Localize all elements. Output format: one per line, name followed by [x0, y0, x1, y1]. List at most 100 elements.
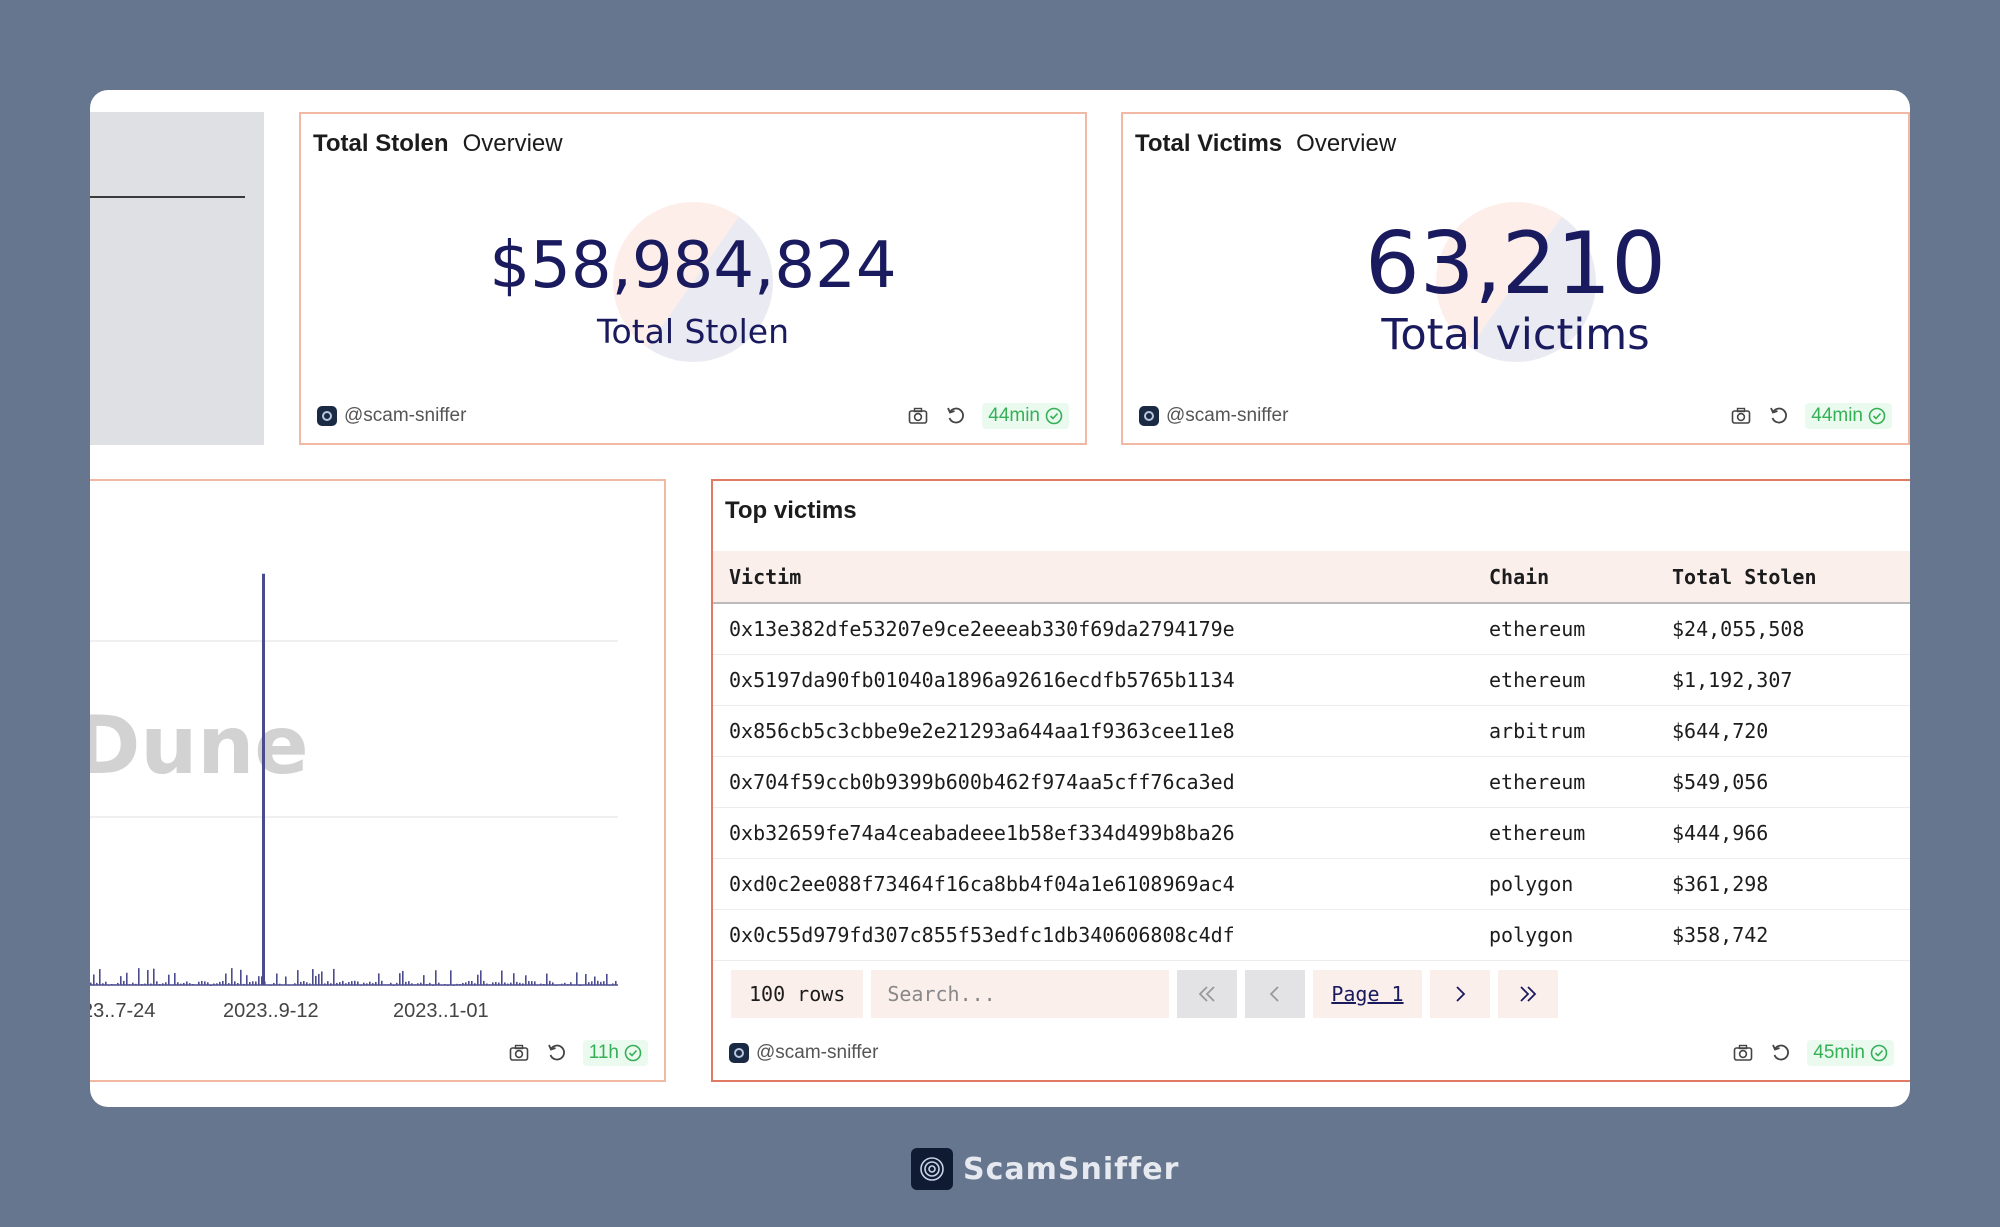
chart-bar[interactable] [345, 983, 347, 985]
chart-bar-spike[interactable] [262, 573, 265, 985]
chart-bar[interactable] [546, 973, 548, 985]
chart-bar[interactable] [393, 984, 395, 986]
chart-bar[interactable] [102, 983, 104, 985]
chart-bar[interactable] [288, 984, 290, 986]
chart-bar[interactable] [213, 983, 215, 985]
chart-bar[interactable] [438, 982, 440, 985]
chart-bar[interactable] [327, 981, 329, 985]
chart-bar[interactable] [216, 983, 218, 985]
chart-bar[interactable] [201, 980, 203, 985]
chart-bar[interactable] [375, 981, 377, 985]
camera-icon[interactable] [1731, 1041, 1755, 1065]
chart-bar[interactable] [447, 984, 449, 986]
chart-bar[interactable] [315, 975, 317, 985]
chart-bar[interactable] [318, 973, 320, 985]
chart-bar[interactable] [330, 983, 332, 985]
chart-bar[interactable] [183, 982, 185, 985]
chart-bar[interactable] [165, 982, 167, 985]
chart-bar[interactable] [453, 984, 455, 986]
chart-bar[interactable] [168, 974, 170, 985]
chart-bar[interactable] [381, 980, 383, 985]
chart-bar[interactable] [405, 981, 407, 985]
chart-bar[interactable] [324, 983, 326, 985]
current-page-link[interactable]: Page 1 [1313, 970, 1422, 1018]
chart-bar[interactable] [390, 982, 392, 985]
chart-bar[interactable] [498, 982, 500, 985]
chart-bar[interactable] [594, 976, 596, 985]
chart-bar[interactable] [231, 968, 233, 985]
chart-bar[interactable] [420, 982, 422, 985]
chart-bar[interactable] [147, 969, 149, 985]
chart-bar[interactable] [207, 982, 209, 985]
chart-bar[interactable] [378, 973, 380, 985]
chart-bar[interactable] [306, 982, 308, 985]
chart-bar[interactable] [162, 983, 164, 985]
chart-bar[interactable] [567, 984, 569, 986]
chart-bar[interactable] [588, 982, 590, 985]
chart-bar[interactable] [219, 981, 221, 985]
chart-bar[interactable] [195, 984, 197, 986]
chart-bar[interactable] [465, 982, 467, 985]
chart-bar[interactable] [537, 984, 539, 986]
chart-bar[interactable] [90, 982, 92, 985]
chart-bar[interactable] [444, 984, 446, 986]
chart-bar[interactable] [189, 983, 191, 985]
next-page-button[interactable] [1429, 970, 1490, 1018]
chart-bar[interactable] [462, 982, 464, 985]
chart-bar[interactable] [279, 983, 281, 985]
chart-bar[interactable] [585, 973, 587, 985]
refresh-icon[interactable] [944, 404, 968, 428]
chart-bar[interactable] [138, 968, 140, 985]
chart-bar[interactable] [387, 984, 389, 986]
chart-bar[interactable] [564, 982, 566, 985]
chart-bar[interactable] [204, 981, 206, 985]
chart-bar[interactable] [582, 984, 584, 986]
chart-bar[interactable] [468, 980, 470, 985]
refresh-icon[interactable] [1769, 1041, 1793, 1065]
chart-bar[interactable] [528, 981, 530, 985]
chart-bar[interactable] [459, 984, 461, 986]
chart-bar[interactable] [339, 982, 341, 985]
camera-icon[interactable] [507, 1041, 531, 1065]
camera-icon[interactable] [906, 404, 930, 428]
chart-bar[interactable] [336, 982, 338, 985]
chart-bar[interactable] [105, 981, 107, 985]
chart-bar[interactable] [495, 981, 497, 985]
chart-bar[interactable] [471, 980, 473, 985]
chart-bar[interactable] [117, 982, 119, 985]
chart-bar[interactable] [402, 970, 404, 985]
chart-bar[interactable] [252, 981, 254, 985]
chart-bar[interactable] [276, 973, 278, 985]
chart-bar[interactable] [549, 980, 551, 985]
owner-link[interactable]: @scam-sniffer [729, 1042, 878, 1064]
chart-bar[interactable] [570, 982, 572, 985]
chart-bar[interactable] [171, 984, 173, 986]
chart-bar[interactable] [351, 981, 353, 985]
chart-bar[interactable] [522, 983, 524, 985]
chart-bar[interactable] [441, 984, 443, 986]
chart-bar[interactable] [294, 983, 296, 985]
chart-bar[interactable] [99, 969, 101, 985]
chart-bar[interactable] [411, 983, 413, 985]
chart-bar[interactable] [552, 982, 554, 985]
chart-bar[interactable] [414, 984, 416, 986]
chart-bar[interactable] [516, 981, 518, 985]
chart-bar[interactable] [372, 983, 374, 985]
chart-bar[interactable] [282, 984, 284, 986]
previous-page-button[interactable] [1245, 970, 1306, 1018]
chart-bar[interactable] [513, 973, 515, 985]
chart-bar[interactable] [300, 981, 302, 985]
chart-bar[interactable] [510, 982, 512, 985]
refresh-icon[interactable] [545, 1041, 569, 1065]
chart-bar[interactable] [474, 983, 476, 985]
chart-bar[interactable] [159, 983, 161, 985]
search-input[interactable] [871, 970, 1170, 1018]
chart-bar[interactable] [483, 980, 485, 985]
chart-bar[interactable] [615, 980, 617, 985]
chart-bar[interactable] [114, 984, 116, 986]
chart-bar[interactable] [540, 983, 542, 985]
rows-per-page-select[interactable]: 100 rows [731, 970, 864, 1018]
camera-icon[interactable] [1729, 404, 1753, 428]
chart-bar[interactable] [156, 981, 158, 985]
chart-bar[interactable] [234, 981, 236, 985]
